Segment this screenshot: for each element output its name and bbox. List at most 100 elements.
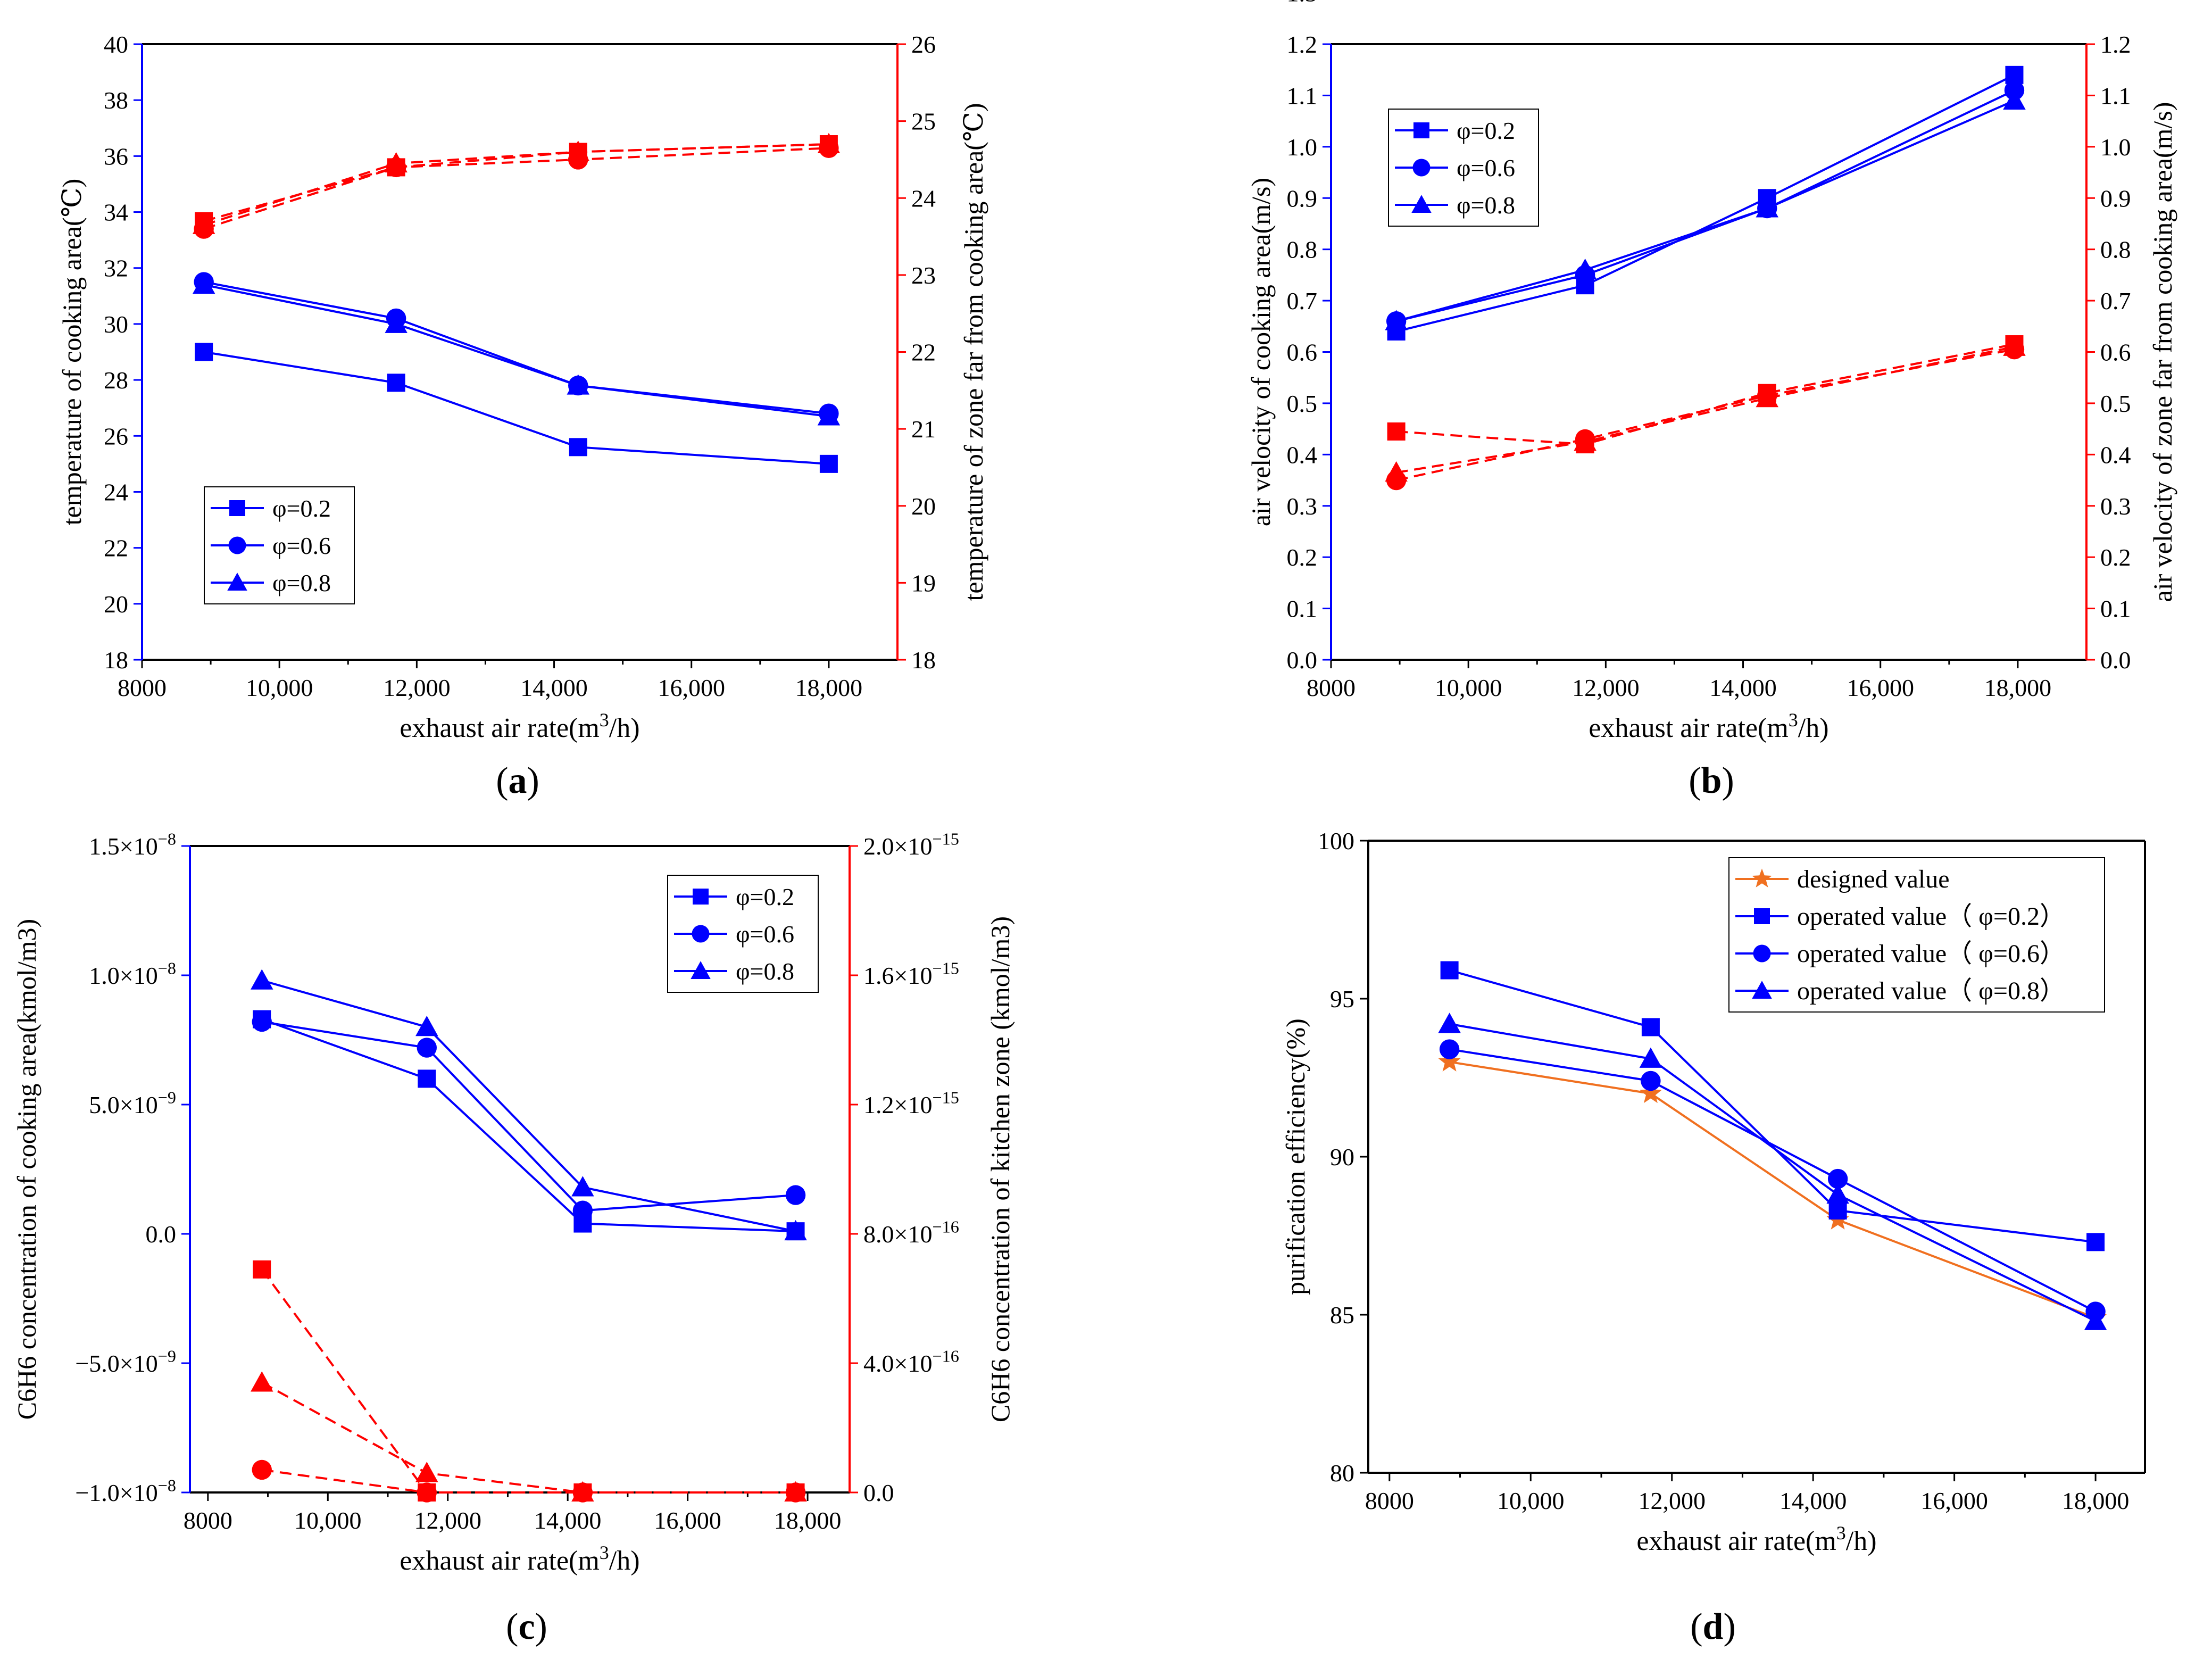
data-point — [192, 213, 215, 234]
legend-marker — [1411, 195, 1432, 213]
y2-tick-label: 1.6×10−15 — [863, 959, 959, 989]
data-point — [1641, 1071, 1661, 1091]
legend-label: φ=0.6 — [272, 532, 331, 559]
x-axis-title: exhaust air rate(m3/h) — [1589, 709, 1828, 743]
legend-label: operated value（ φ=0.8） — [1797, 977, 2065, 1005]
legend-label: φ=0.2 — [1457, 117, 1515, 144]
series-line-right-5 — [203, 143, 829, 226]
legend-label: operated value（ φ=0.2） — [1797, 902, 2065, 931]
data-point — [417, 1482, 437, 1503]
y-tick-label: 34 — [104, 199, 128, 226]
y-tick-label: 0.4 — [1287, 441, 1318, 468]
x-axis-title: exhaust air rate(m3/h) — [400, 1542, 639, 1576]
y-tick-label: 90 — [1330, 1143, 1354, 1171]
x-tick-label: 10,000 — [294, 1507, 362, 1534]
y2-tick-label: 1.2 — [2100, 31, 2131, 58]
y-tick-label: 24 — [104, 478, 128, 505]
series-line-right-4 — [203, 147, 829, 230]
caption-b: (b) — [1689, 760, 1734, 801]
y-tick-label: 0.0 — [146, 1221, 177, 1248]
y2-tick-label: 2.0×10−15 — [863, 830, 959, 860]
data-point — [1639, 1082, 1662, 1104]
data-point — [567, 140, 589, 161]
y2-tick-label: 1.2×10−15 — [863, 1088, 959, 1118]
y2-axis-title: C6H6 concentration of kitchen zone (kmol… — [985, 916, 1015, 1422]
data-point — [1574, 430, 1596, 451]
data-point — [252, 1011, 272, 1032]
y2-axis-title: air velocity of zone far from cooking ar… — [2148, 102, 2177, 602]
x-tick-label: 8000 — [118, 674, 167, 701]
y-tick-label: 1.5×10−8 — [89, 830, 176, 860]
y2-tick-label: 22 — [911, 339, 936, 366]
y2-tick-label: 8.0×10−16 — [863, 1217, 959, 1248]
series-line-left-1 — [1396, 89, 2015, 322]
y-tick-label: 0.0 — [1287, 646, 1318, 674]
y-tick-label: 1.3 — [1287, 0, 1318, 7]
x-tick-label: 12,000 — [1572, 674, 1640, 701]
data-point — [415, 1015, 438, 1036]
y2-tick-label: 1.0 — [2100, 134, 2131, 161]
x-tick-label: 10,000 — [1497, 1487, 1565, 1514]
legend-label: φ=0.6 — [736, 920, 794, 948]
y2-tick-label: 0.9 — [2100, 185, 2131, 212]
x-tick-label: 18,000 — [795, 674, 863, 701]
y-tick-label: 20 — [104, 591, 128, 618]
series-line-left-0 — [261, 1018, 796, 1233]
data-point — [819, 454, 838, 473]
data-point — [785, 1185, 806, 1205]
series-line-right-5 — [261, 1381, 796, 1494]
legend-marker — [1413, 122, 1429, 138]
x-tick-label: 14,000 — [1709, 674, 1777, 701]
data-point — [569, 438, 587, 457]
y2-tick-label: 0.5 — [2100, 390, 2131, 417]
series-line-left-1 — [1449, 969, 2096, 1243]
x-axis-title: exhaust air rate(m3/h) — [400, 709, 639, 743]
data-point — [1387, 422, 1406, 441]
legend-marker — [693, 889, 709, 905]
y2-tick-label: 23 — [911, 262, 936, 289]
y2-tick-label: 0.6 — [2100, 339, 2131, 366]
legend-marker — [1752, 981, 1772, 999]
data-point — [251, 1371, 273, 1392]
y2-tick-label: 26 — [911, 31, 936, 58]
x-tick-label: 16,000 — [658, 674, 725, 701]
panel-b: 8000 10,000 12,000 14,000 16,000 18,000 0.0 0.1… — [1246, 0, 2177, 743]
x-tick-label: 14,000 — [520, 674, 588, 701]
y-tick-label: 1.0×10−8 — [89, 959, 176, 989]
data-point — [571, 1176, 594, 1197]
legend-marker — [1754, 908, 1770, 924]
caption-c: (c) — [506, 1606, 547, 1647]
data-point — [2086, 1233, 2105, 1251]
series-line-left-1 — [203, 281, 829, 415]
data-point — [1827, 1168, 1848, 1189]
y-axis-title: C6H6 concentration of cooking area(kmol/… — [12, 919, 41, 1420]
legend-label: φ=0.2 — [272, 495, 331, 522]
series-line-left-1 — [261, 1021, 796, 1212]
series-line-right-3 — [261, 1268, 796, 1494]
data-point — [253, 1260, 271, 1279]
x-tick-label: 18,000 — [1984, 674, 2052, 701]
series-line-right-4 — [1396, 348, 2015, 482]
y-tick-label: 1.1 — [1287, 82, 1318, 109]
y-tick-label: 0.6 — [1287, 339, 1318, 366]
x-tick-label: 12,000 — [414, 1507, 481, 1534]
y2-tick-label: 0.2 — [2100, 544, 2131, 571]
y-axis-title: temperature of cooking area(℃) — [57, 179, 87, 525]
x-axis-title: exhaust air rate(m3/h) — [1636, 1522, 1876, 1556]
y2-tick-label: 0.1 — [2100, 595, 2131, 623]
series-line-right-5 — [1396, 345, 2015, 474]
y-tick-label: −1.0×10−8 — [75, 1476, 176, 1506]
y2-axis-title: temperature of zone far from cooking are… — [959, 103, 988, 601]
data-point — [415, 1462, 438, 1482]
x-tick-label: 14,000 — [1779, 1487, 1847, 1514]
x-tick-label: 12,000 — [1638, 1487, 1706, 1514]
data-point — [1438, 1050, 1461, 1072]
data-point — [2003, 89, 2026, 110]
data-point — [192, 273, 215, 294]
y-tick-label: 26 — [104, 422, 128, 450]
y2-tick-label: 0.7 — [2100, 287, 2131, 314]
y-tick-label: 0.1 — [1287, 595, 1318, 623]
x-tick-label: 16,000 — [654, 1507, 721, 1534]
legend-marker — [692, 925, 710, 943]
data-point — [1756, 197, 1778, 218]
